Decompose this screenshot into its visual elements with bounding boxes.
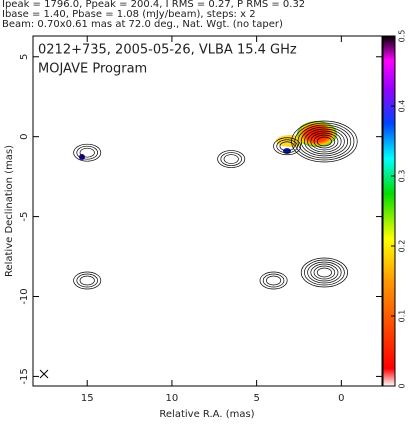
contour [217, 150, 246, 168]
contour [266, 275, 282, 286]
contour [291, 120, 358, 163]
contour [279, 141, 295, 152]
x-axis-label: Relative R.A. (mas) [159, 409, 254, 420]
contour [259, 271, 288, 290]
contour [79, 147, 95, 158]
y-tick-label: 0 [19, 133, 30, 139]
x-tick-label: 15 [81, 393, 94, 404]
y-axis-label: Relative Declination (mas) [4, 145, 15, 277]
contour [307, 261, 342, 284]
contour [300, 126, 348, 157]
contour [313, 134, 336, 149]
contour [273, 137, 302, 156]
y-tick-label: -15 [19, 368, 30, 384]
x-tick-label: 10 [166, 393, 179, 404]
contour [79, 275, 95, 286]
contour [262, 273, 285, 288]
colorbar [382, 35, 396, 387]
header-line: Beam: 0.70x0.61 mas at 72.0 deg., Nat. W… [2, 19, 283, 30]
plot-frame [32, 35, 383, 387]
contour [310, 263, 339, 282]
plot-subtitle: MOJAVE Program [38, 62, 147, 77]
colorbar-tick-label: 0.2 [398, 240, 407, 253]
colorbar-tick-label: 0.5 [398, 30, 407, 43]
contour [76, 145, 98, 160]
colorbar-tick-label: 0.1 [398, 310, 407, 323]
beam-marker [39, 369, 49, 379]
contour [304, 128, 345, 155]
y-tick-label: -10 [19, 288, 30, 304]
plot-title: 0212+735, 2005-05-26, VLBA 15.4 GHz [38, 43, 297, 58]
y-tick-label: -5 [19, 212, 30, 222]
contour [300, 257, 348, 288]
colorbar-tick-label: 0 [398, 383, 407, 388]
contour [313, 265, 336, 280]
contour [307, 130, 342, 153]
contour [220, 152, 242, 166]
contour [304, 259, 345, 286]
x-tick-label: 5 [253, 393, 259, 404]
contour [316, 136, 332, 147]
x-tick-label: 0 [338, 393, 344, 404]
y-tick-label: 5 [19, 54, 30, 60]
colorbar-tick-label: 0.3 [398, 170, 407, 183]
contour [76, 273, 98, 288]
contour [316, 267, 332, 278]
colorbar-tick-label: 0.4 [398, 100, 407, 113]
contour [73, 271, 102, 290]
contour [310, 132, 339, 151]
contour [223, 154, 239, 164]
contour [73, 143, 102, 162]
header-line: Ibase = 1.40, Pbase = 1.08 (mJy/beam), s… [2, 9, 256, 20]
header-line: Ipeak = 1796.0, Ppeak = 200.4, I RMS = 0… [2, 0, 305, 10]
contour [276, 139, 298, 154]
